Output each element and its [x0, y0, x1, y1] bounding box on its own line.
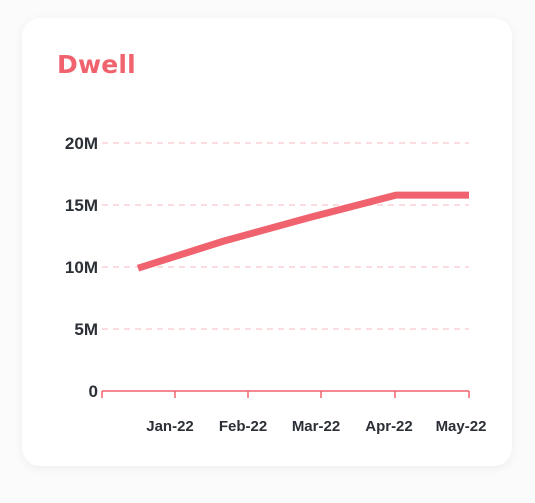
x-axis [101, 390, 470, 398]
x-tick-label: May-22 [436, 418, 487, 435]
x-tick-label: Mar-22 [292, 418, 340, 435]
y-tick-label: 20M [65, 134, 98, 153]
y-axis-ticks: 0 5M 10M 15M 20M [65, 134, 98, 401]
x-axis-ticks: Jan-22 Feb-22 Mar-22 Apr-22 May-22 [146, 418, 486, 435]
chart-title: Dwell [57, 50, 136, 79]
y-tick-label: 0 [89, 382, 98, 401]
x-tick-label: Jan-22 [146, 418, 194, 435]
x-tick-label: Feb-22 [219, 418, 267, 435]
gridlines [102, 142, 469, 330]
series-line [136, 191, 469, 272]
y-tick-label: 5M [74, 320, 98, 339]
y-tick-label: 10M [65, 258, 98, 277]
y-tick-label: 15M [65, 196, 98, 215]
series-layer [136, 191, 469, 272]
x-tick-label: Apr-22 [365, 418, 413, 435]
